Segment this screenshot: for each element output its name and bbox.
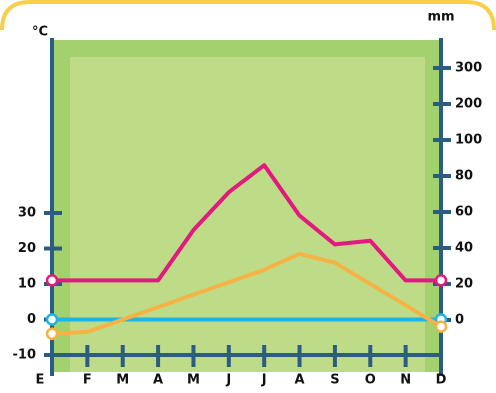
y2-tick-label: 80 [455,169,473,184]
x-tick-label: N [400,373,411,388]
y-tick-label: -10 [13,348,37,363]
x-tick-label: A [295,373,305,388]
y-tick-label: 20 [18,241,36,256]
x-tick-label: E [36,373,45,388]
end-marker [434,274,448,287]
y2-tick-label: 0 [455,313,464,328]
frame [0,0,496,31]
x-tick-label: S [330,373,339,388]
y2-tick-label: 300 [455,61,482,76]
end-marker [45,274,59,287]
end-marker [45,327,59,340]
x-tick-label: J [225,373,231,388]
x-tick-label: D [436,373,447,388]
zero-marker [45,313,59,326]
y2-tick-label: 200 [455,97,482,112]
y2-axis-unit: mm [427,10,454,25]
y2-tick-label: 100 [455,133,482,148]
series-line [51,251,443,336]
x-tick-label: J [261,373,267,388]
y-tick-label: 0 [27,312,36,327]
x-tick-label: M [187,373,200,388]
series-line [52,163,441,283]
y-tick-label: 30 [18,206,36,221]
y2-tick-label: 60 [455,205,473,220]
y2-tick-label: 40 [455,241,473,256]
x-tick-label: F [83,373,92,388]
y-tick-label: 10 [18,277,36,292]
y-axis-unit: °C [32,25,48,40]
x-tick-label: O [365,373,376,388]
plot-area [70,57,425,372]
x-tick-label: M [116,373,129,388]
x-tick-label: A [153,373,163,388]
y2-tick-label: 20 [455,277,473,292]
end-marker [434,320,448,333]
